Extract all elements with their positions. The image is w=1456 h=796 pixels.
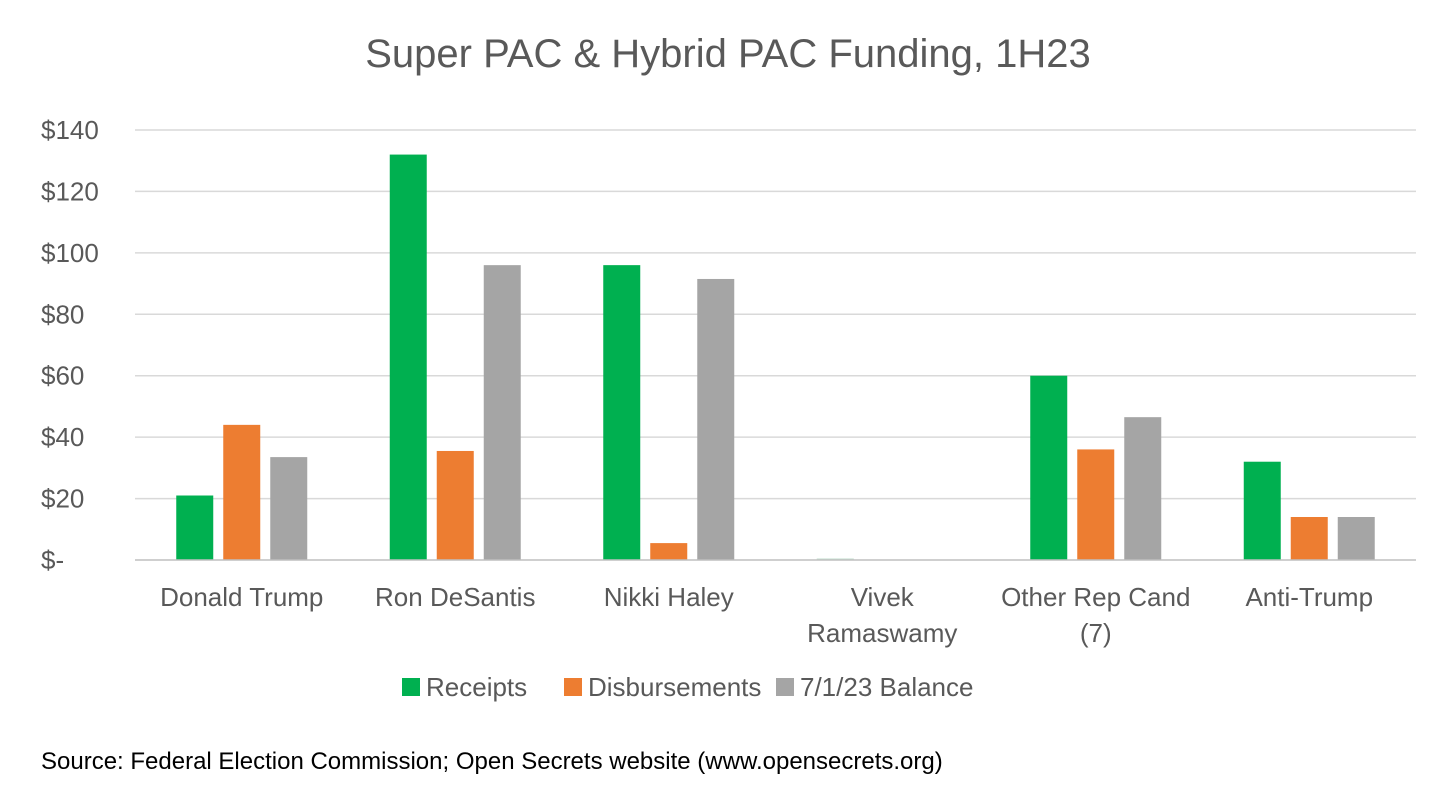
bar-receipts-0 — [176, 495, 214, 560]
bar-receipts-2 — [603, 265, 641, 560]
y-tick-label: $120 — [41, 176, 99, 206]
bars — [176, 154, 1375, 561]
bar-7-1-23-balance-5 — [1337, 517, 1375, 560]
legend: Receipts Disbursements 7/1/23 Balance — [402, 672, 973, 702]
bar-disbursements-1 — [436, 450, 474, 560]
legend-label: Receipts — [426, 672, 527, 702]
y-tick-label: $- — [41, 545, 64, 575]
chart-title: Super PAC & Hybrid PAC Funding, 1H23 — [365, 32, 1091, 76]
legend-swatch — [402, 678, 420, 696]
bar-7-1-23-balance-2 — [697, 278, 735, 560]
y-tick-label: $60 — [41, 361, 84, 391]
bar-7-1-23-balance-1 — [483, 265, 521, 560]
bar-disbursements-5 — [1290, 517, 1328, 560]
x-tick-label: (7) — [1080, 618, 1112, 648]
bar-7-1-23-balance-4 — [1124, 417, 1162, 560]
x-tick-label: Other Rep Cand — [1001, 582, 1190, 612]
gridlines — [135, 129, 1416, 500]
bar-disbursements-2 — [650, 543, 688, 560]
bar-7-1-23-balance-0 — [270, 457, 308, 560]
bar-receipts-4 — [1030, 375, 1068, 560]
bar-receipts-5 — [1243, 461, 1281, 560]
bar-disbursements-4 — [1077, 449, 1115, 560]
y-tick-label: $20 — [41, 484, 84, 514]
legend-label: Disbursements — [588, 672, 761, 702]
bar-disbursements-0 — [223, 424, 261, 560]
x-tick-label: Anti-Trump — [1245, 582, 1373, 612]
x-tick-label: Nikki Haley — [604, 582, 734, 612]
x-tick-label: Ramaswamy — [807, 618, 957, 648]
y-tick-label: $80 — [41, 299, 84, 329]
bar-receipts-3 — [816, 558, 854, 560]
y-tick-label: $140 — [41, 115, 99, 145]
legend-swatch — [776, 678, 794, 696]
x-tick-label: Donald Trump — [160, 582, 323, 612]
y-tick-label: $100 — [41, 238, 99, 268]
bar-receipts-1 — [389, 154, 427, 561]
x-tick-label: Ron DeSantis — [375, 582, 535, 612]
y-axis-ticks: $- $20 $40 $60 $80 $100 $120 $140 — [41, 115, 99, 575]
source-note: Source: Federal Election Commission; Ope… — [41, 748, 943, 775]
y-tick-label: $40 — [41, 422, 84, 452]
x-axis-labels: Donald Trump Ron DeSantis Nikki Haley Vivek… — [160, 582, 1373, 648]
legend-swatch — [564, 678, 582, 696]
legend-label: 7/1/23 Balance — [800, 672, 973, 702]
x-tick-label: Vivek — [851, 582, 915, 612]
